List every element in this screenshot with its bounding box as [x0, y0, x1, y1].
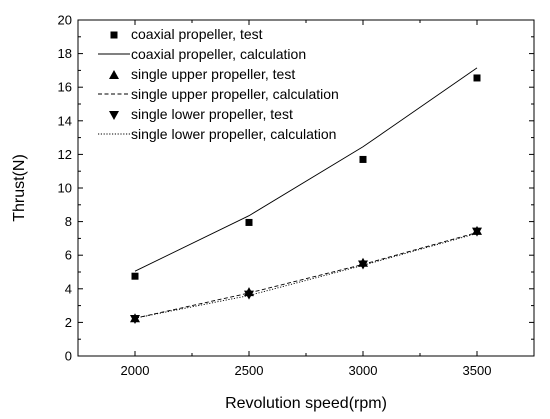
series-point-0: [359, 155, 367, 163]
series-point-0: [131, 272, 139, 280]
legend-marker-4: [109, 111, 119, 120]
y-tick-label: 4: [65, 281, 72, 296]
y-tick-label: 8: [65, 214, 72, 229]
legend-label-0: coaxial propeller, test: [131, 26, 263, 42]
series-line-1: [134, 67, 478, 272]
y-axis-title: Thrust(N): [11, 154, 28, 222]
y-tick-label: 14: [58, 113, 72, 128]
y-tick-label: 16: [58, 80, 72, 95]
y-tick-label: 18: [58, 46, 72, 61]
series-point-4: [244, 290, 254, 300]
legend-label-5: single lower propeller, calculation: [131, 126, 336, 142]
plot-area: [130, 67, 482, 325]
legend-marker-2: [109, 70, 119, 79]
x-tick-label: 3000: [349, 363, 378, 378]
series-point-4: [358, 260, 368, 270]
axes: 0 2 4 6 8 10 12 14 16 18 20 2000 2500 3000 3500: [58, 13, 535, 378]
series-point-4: [472, 227, 482, 237]
y-tick-label: 0: [65, 349, 72, 364]
x-tick-label: 2000: [121, 363, 150, 378]
y-tick-label: 20: [58, 13, 72, 28]
legend-label-1: coaxial propeller, calculation: [131, 46, 306, 62]
y-tick-label: 12: [58, 147, 72, 162]
y-tick-label: 2: [65, 315, 72, 330]
legend: coaxial propeller, test coaxial propeller…: [98, 26, 339, 142]
series-line-3: [134, 232, 478, 319]
series-point-0: [245, 218, 253, 226]
y-tick-label: 10: [58, 181, 72, 196]
legend-marker-0: [110, 31, 118, 39]
legend-label-3: single upper propeller, calculation: [131, 86, 339, 102]
x-tick-label: 3500: [463, 363, 492, 378]
series-point-4: [130, 315, 140, 325]
legend-label-2: single upper propeller, test: [131, 66, 295, 82]
x-axis-title: Revolution speed(rpm): [225, 395, 387, 412]
y-tick-label: 6: [65, 248, 72, 263]
x-tick-label: 2500: [235, 363, 264, 378]
series-point-0: [473, 74, 481, 82]
legend-label-4: single lower propeller, test: [131, 106, 293, 122]
